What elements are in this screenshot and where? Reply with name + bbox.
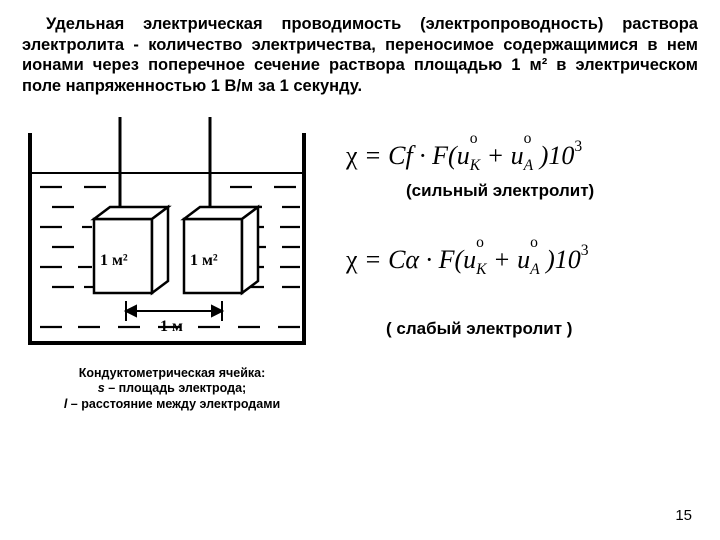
- diagram-column: 1 м² 1 м² 1 м: [22, 115, 322, 413]
- diagram-caption: Кондуктометрическая ячейка: s – площадь …: [22, 366, 322, 413]
- electrode-right-label: 1 м²: [190, 252, 218, 269]
- label-strong: (сильный электролит): [406, 181, 698, 201]
- caption-line1: Кондуктометрическая ячейка:: [79, 366, 266, 380]
- electrode-right: 1 м²: [184, 117, 258, 293]
- formula-strong: χ = Cf · F(uoK + uoA )103: [346, 141, 698, 175]
- equation-weak: χ = Cα · F(uoK + uoA )103 ( слабый элект…: [346, 245, 698, 339]
- definition-text: Удельная электрическая проводимость (эле…: [22, 14, 698, 97]
- slide-page: Удельная электрическая проводимость (эле…: [0, 0, 720, 540]
- caption-line2: – площадь электрода;: [105, 381, 246, 395]
- conductometric-cell-diagram: 1 м² 1 м² 1 м: [22, 115, 312, 355]
- equations-column: χ = Cf · F(uoK + uoA )103 (сильный элект…: [322, 115, 698, 351]
- electrode-left-label: 1 м²: [100, 252, 128, 269]
- caption-line3: – расстояние между электродами: [67, 397, 280, 411]
- caption-sym-s: s: [98, 381, 105, 395]
- label-weak: ( слабый электролит ): [386, 319, 698, 339]
- formula-weak: χ = Cα · F(uoK + uoA )103: [346, 245, 698, 279]
- page-number: 15: [675, 507, 692, 524]
- equation-strong: χ = Cf · F(uoK + uoA )103 (сильный элект…: [346, 141, 698, 201]
- definition-content: Удельная электрическая проводимость (эле…: [22, 15, 698, 95]
- distance-label: 1 м: [160, 318, 183, 335]
- electrode-left: 1 м²: [94, 117, 168, 293]
- content-row: 1 м² 1 м² 1 м: [22, 115, 698, 413]
